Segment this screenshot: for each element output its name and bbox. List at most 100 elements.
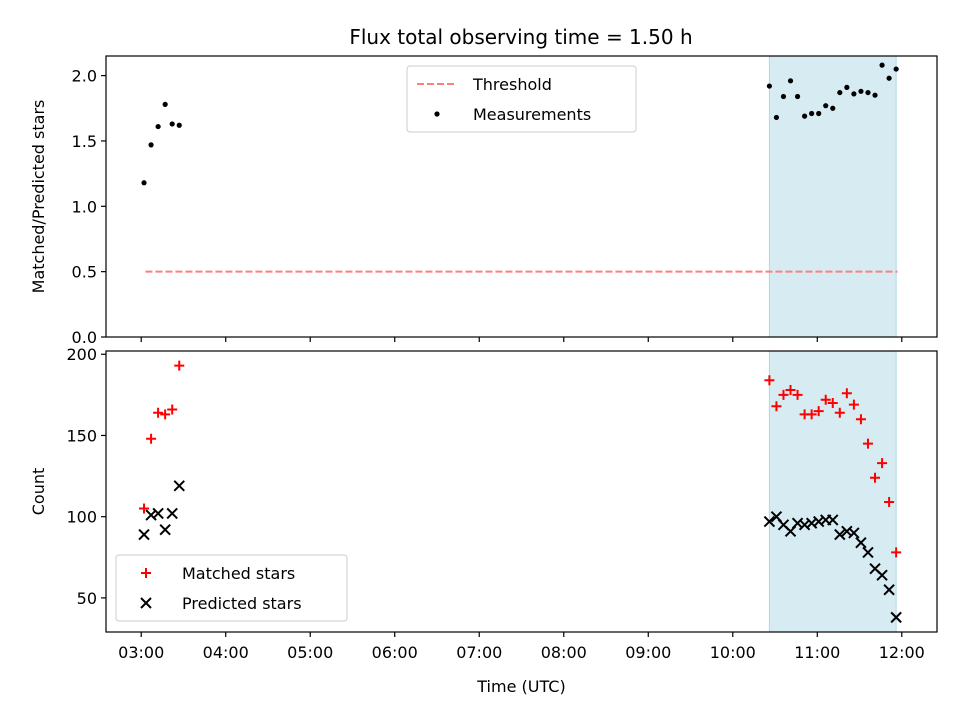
measurement-point: [780, 93, 787, 100]
y-axis-label: Count: [29, 468, 48, 516]
matched-star-point: [827, 397, 838, 408]
measurement-point: [809, 110, 815, 117]
matched-star-point: [153, 407, 164, 418]
predicted-star-point: [138, 528, 150, 541]
measurement-point: [176, 122, 182, 128]
x-tick-label: 06:00: [372, 643, 418, 662]
matched-star-point: [778, 389, 789, 400]
matched-star-point: [834, 407, 845, 418]
bottom-panel: 50 100 150 200 Count 03:00 04:00 05:00 06:00 07:0…: [29, 345, 938, 696]
legend-predicted-swatch: [140, 597, 152, 609]
measurement-point: [794, 93, 801, 100]
axes-frame: [105, 55, 938, 338]
matched-star-point: [870, 472, 881, 483]
predicted-star-point: [763, 515, 776, 528]
measurement-point: [169, 121, 175, 127]
measurement-point: [830, 105, 836, 111]
matched-star-point: [792, 389, 803, 400]
measurement-point: [773, 114, 780, 121]
matched-star-point: [855, 414, 866, 425]
predicted-star-point: [890, 611, 902, 624]
predicted-star-point: [827, 514, 839, 526]
y-tick-label: 100: [66, 508, 97, 527]
measurement-point: [155, 123, 161, 130]
measurement-point: [837, 89, 843, 96]
y-tick-label: 1.0: [72, 197, 97, 216]
y-tick-label: 0.0: [72, 328, 97, 347]
predicted-star-point: [883, 584, 895, 596]
matched-star-point: [848, 399, 859, 410]
matched-star-point: [146, 433, 157, 444]
predicted-star-point: [848, 527, 860, 539]
measurement-point: [886, 75, 892, 81]
matched-star-point: [764, 375, 775, 386]
measurement-point: [148, 142, 154, 148]
y-tick-label: 200: [66, 345, 97, 364]
matched-star-point: [891, 547, 902, 558]
matched-star-point: [139, 503, 150, 514]
legend-box: [115, 554, 348, 622]
x-tick-label: 12:00: [879, 643, 925, 662]
x-tick-label: 11:00: [794, 643, 840, 662]
x-tick-label: 10:00: [710, 643, 756, 662]
predicted-star-point: [862, 546, 874, 559]
measurement-point: [802, 113, 808, 119]
legend: Matched stars Predicted stars: [115, 554, 348, 622]
matched-star-point: [820, 394, 831, 405]
measurement-point: [766, 83, 772, 89]
matched-star-point: [841, 388, 852, 399]
top-panel: 0.0 0.5 1.0 1.5 2.0 Matched/Predicted stars Th…: [29, 55, 938, 347]
legend-label: Threshold: [472, 75, 552, 94]
legend-label: Measurements: [473, 105, 591, 124]
legend-label: Matched stars: [182, 564, 295, 583]
predicted-star-point: [834, 528, 846, 541]
matched-star-point: [167, 404, 178, 415]
x-tick-label: 05:00: [287, 643, 333, 662]
legend-label: Predicted stars: [182, 594, 302, 613]
measurement-point: [162, 101, 168, 107]
y-tick-label: 0.5: [72, 263, 97, 282]
matched-star-point: [806, 409, 817, 420]
measurement-point: [844, 84, 850, 90]
x-tick-label: 09:00: [625, 643, 671, 662]
y-tick-label: 1.5: [72, 132, 97, 151]
matched-star-point: [862, 438, 873, 449]
measurement-point: [787, 78, 794, 84]
measurement-point: [823, 103, 829, 109]
y-tick-label: 50: [77, 589, 97, 608]
matched-star-point: [884, 497, 895, 508]
predicted-star-point: [166, 507, 178, 520]
x-tick-label: 03:00: [118, 643, 164, 662]
x-tick-label: 08:00: [541, 643, 587, 662]
axes-frame: [105, 350, 938, 633]
measurement-point: [858, 88, 864, 94]
measurement-point: [865, 89, 871, 96]
predicted-star-point: [159, 523, 171, 536]
legend-matched-swatch: [141, 568, 151, 578]
x-tick-label: 04:00: [203, 643, 249, 662]
y-tick-label: 2.0: [72, 67, 97, 86]
y-axis-label: Matched/Predicted stars: [29, 100, 48, 294]
legend-measurement-swatch: [434, 111, 440, 117]
matched-star-point: [785, 384, 796, 395]
legend: Threshold Measurements: [406, 65, 637, 133]
predicted-star-point: [855, 536, 867, 549]
predicted-star-point: [173, 480, 185, 492]
observing-window-shade: [768, 350, 897, 633]
observing-window-shade: [768, 55, 897, 338]
y-tick-label: 150: [66, 426, 97, 445]
predicted-star-point: [145, 509, 157, 521]
measurement-point: [816, 110, 822, 117]
predicted-star-point: [152, 507, 164, 520]
measurement-point: [879, 62, 885, 68]
measurement-point: [872, 92, 878, 98]
measurement-point: [851, 91, 857, 97]
matched-star-point: [160, 409, 171, 420]
matched-star-point: [813, 406, 824, 417]
x-axis-label: Time (UTC): [476, 677, 565, 696]
matched-star-point: [771, 401, 782, 412]
matched-star-point: [877, 458, 888, 469]
measurement-point: [141, 180, 147, 186]
predicted-star-point: [876, 569, 888, 581]
